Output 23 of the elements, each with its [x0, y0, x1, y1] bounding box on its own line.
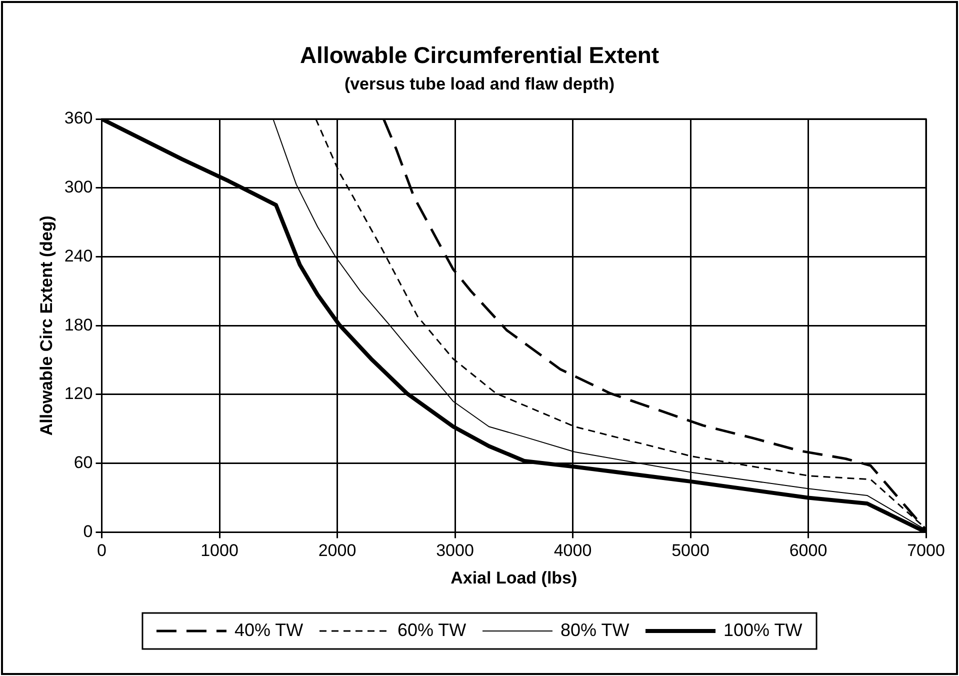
- chart-subtitle: (versus tube load and flaw depth): [344, 74, 615, 94]
- y-tick-label: 120: [64, 384, 93, 404]
- legend-label: 60% TW: [397, 620, 466, 640]
- x-tick-label: 2000: [318, 541, 356, 560]
- legend-label: 40% TW: [234, 620, 304, 640]
- y-tick-label: 300: [64, 178, 93, 197]
- x-tick-label: 1000: [200, 541, 238, 560]
- chart-title: Allowable Circumferential Extent: [300, 42, 660, 68]
- y-tick-label: 0: [83, 522, 93, 541]
- x-tick-label: 3000: [436, 541, 474, 560]
- x-tick-label: 5000: [672, 541, 710, 560]
- y-tick-label: 60: [74, 453, 93, 472]
- y-axis-title: Allowable Circ Extent (deg): [36, 216, 56, 436]
- x-tick-label: 7000: [907, 541, 945, 560]
- x-tick-label: 4000: [554, 541, 592, 560]
- y-tick-label: 180: [64, 315, 93, 334]
- y-tick-label: 240: [64, 246, 93, 266]
- x-tick-label: 0: [97, 541, 106, 560]
- legend-label: 80% TW: [560, 620, 630, 640]
- y-tick-label: 360: [64, 108, 93, 128]
- x-axis-title: Axial Load (lbs): [450, 568, 578, 588]
- legend-label: 100% TW: [724, 620, 802, 640]
- x-tick-label: 6000: [789, 541, 828, 560]
